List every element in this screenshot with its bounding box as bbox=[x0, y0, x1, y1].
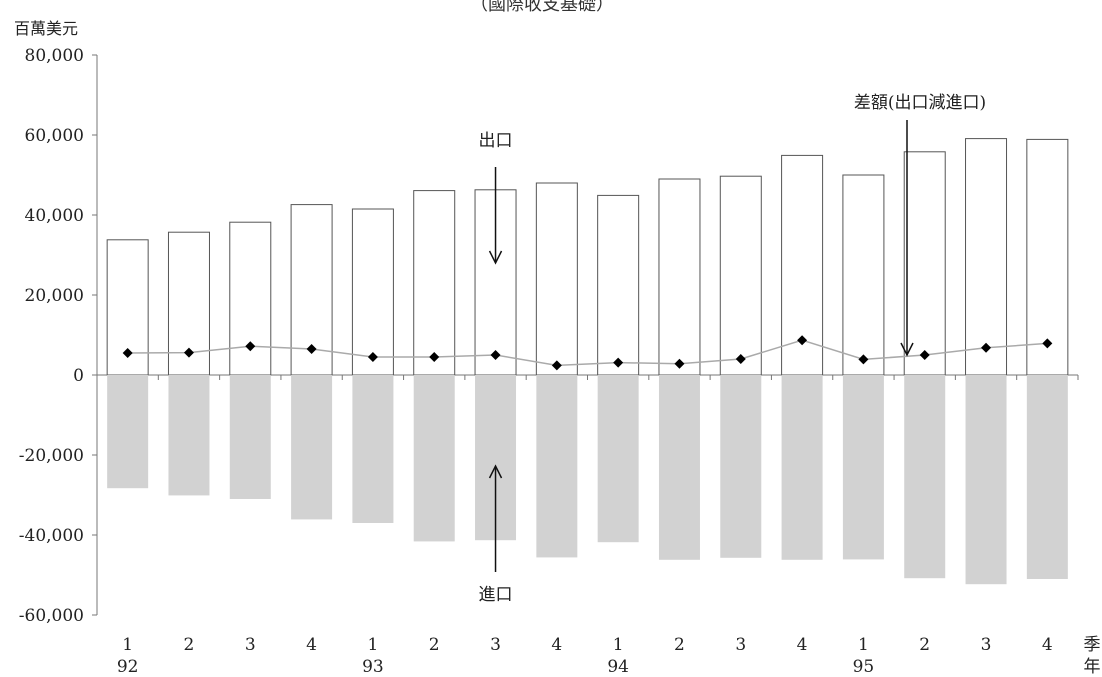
balance-point bbox=[183, 347, 194, 358]
balance-annotation-label: 差額(出口減進口) bbox=[854, 93, 986, 113]
balance-point bbox=[613, 357, 624, 368]
import-annotation-label: 進口 bbox=[479, 585, 513, 605]
balance-point bbox=[367, 352, 378, 362]
y-tick-label: 0 bbox=[73, 366, 84, 386]
balance-point bbox=[735, 354, 746, 364]
import-bar bbox=[352, 375, 394, 523]
balance-line-series bbox=[122, 335, 1053, 371]
balance-point bbox=[429, 352, 440, 362]
y-axis-unit-label: 百萬美元 bbox=[14, 19, 78, 38]
x-quarter-label: 1 bbox=[367, 635, 378, 655]
balance-point bbox=[551, 360, 562, 371]
export-bar bbox=[413, 190, 456, 376]
import-bar bbox=[597, 375, 639, 543]
x-year-label: 95 bbox=[853, 657, 875, 677]
balance-annotation-arrow-head bbox=[900, 342, 914, 357]
import-bar bbox=[720, 375, 762, 558]
y-tick-label: -60,000 bbox=[19, 606, 84, 626]
balance-line bbox=[127, 339, 1048, 367]
y-tick-label: 60,000 bbox=[25, 126, 84, 146]
balance-point bbox=[919, 350, 930, 360]
import-bar bbox=[1026, 375, 1068, 579]
y-tick-label: -40,000 bbox=[19, 526, 84, 546]
export-bar bbox=[965, 138, 1008, 376]
export-bar bbox=[842, 174, 885, 376]
balance-point bbox=[981, 342, 992, 353]
x-quarter-label: 4 bbox=[797, 635, 808, 655]
import-bar bbox=[904, 375, 946, 579]
import-bar bbox=[781, 375, 823, 560]
import-bar bbox=[536, 375, 578, 558]
x-quarter-label: 3 bbox=[245, 635, 256, 655]
export-annotation-arrow-head bbox=[488, 250, 503, 265]
x-quarter-label: 2 bbox=[919, 635, 930, 655]
x-quarter-label: 3 bbox=[735, 635, 746, 655]
x-quarter-label: 1 bbox=[858, 635, 869, 655]
y-tick-label: 40,000 bbox=[25, 206, 84, 226]
export-bar bbox=[658, 178, 701, 376]
export-bar bbox=[903, 151, 946, 376]
x-year-label: 93 bbox=[362, 657, 384, 677]
import-bar bbox=[965, 375, 1007, 585]
import-bar bbox=[658, 375, 700, 560]
export-bar bbox=[719, 175, 762, 376]
import-bar bbox=[229, 375, 271, 499]
balance-point bbox=[306, 344, 317, 354]
export-annotation-label: 出口 bbox=[479, 131, 513, 151]
import-bar bbox=[168, 375, 210, 496]
x-year-label: 92 bbox=[117, 657, 139, 677]
x-quarter-label: 3 bbox=[490, 635, 501, 655]
x-axis-year-word: 年 bbox=[1084, 657, 1101, 677]
bars bbox=[106, 138, 1069, 585]
import-annotation-arrow-head bbox=[488, 464, 503, 479]
balance-point bbox=[674, 358, 685, 369]
import-bar bbox=[291, 375, 333, 520]
y-tick-label: 80,000 bbox=[25, 46, 84, 66]
chart-top-note: （國際收支基礎） bbox=[470, 0, 614, 15]
export-bar bbox=[597, 194, 640, 376]
x-quarter-label: 4 bbox=[551, 635, 562, 655]
x-quarter-label: 2 bbox=[674, 635, 685, 655]
balance-point bbox=[1042, 338, 1053, 349]
export-bar bbox=[535, 182, 578, 376]
export-bar bbox=[229, 221, 272, 376]
y-tick-label: 20,000 bbox=[25, 286, 84, 306]
x-quarter-label: 3 bbox=[981, 635, 992, 655]
y-tick-label: -20,000 bbox=[19, 446, 84, 466]
export-bar bbox=[351, 208, 394, 376]
x-year-label: 94 bbox=[607, 657, 629, 677]
balance-point bbox=[122, 348, 133, 358]
import-bar bbox=[413, 375, 455, 542]
x-quarter-label: 2 bbox=[429, 635, 440, 655]
balance-point bbox=[245, 341, 256, 352]
x-quarter-label: 2 bbox=[184, 635, 195, 655]
import-bar bbox=[107, 375, 149, 489]
x-quarter-label: 1 bbox=[122, 635, 133, 655]
balance-point bbox=[797, 335, 808, 346]
import-bar bbox=[842, 375, 884, 560]
balance-point bbox=[490, 350, 501, 360]
x-axis-quarter-word: 季 bbox=[1084, 635, 1101, 655]
x-quarter-label: 4 bbox=[1042, 635, 1053, 655]
x-quarter-label: 1 bbox=[613, 635, 624, 655]
balance-point bbox=[858, 354, 869, 365]
x-quarter-label: 4 bbox=[306, 635, 317, 655]
